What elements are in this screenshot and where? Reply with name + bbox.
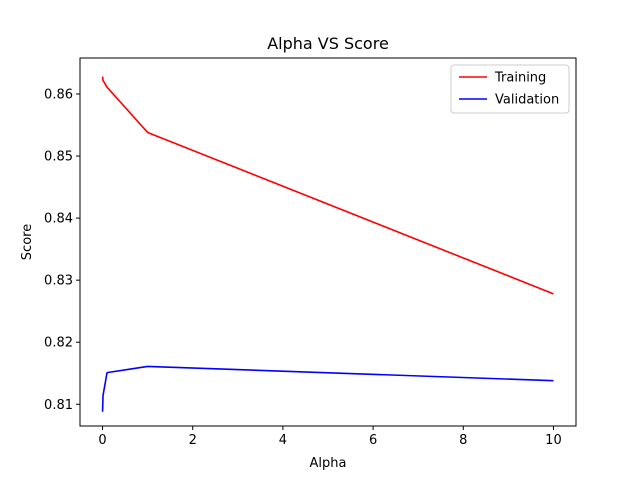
y-tick-label: 0.85 (44, 150, 73, 165)
plot-frame (79, 57, 577, 427)
y-axis: 0.81 0.82 0.83 0.84 0.85 0.86 (44, 87, 80, 413)
x-tick-label: 2 (189, 433, 197, 448)
y-tick-label: 0.83 (44, 274, 73, 289)
legend: Training Validation (450, 64, 570, 114)
y-tick-label: 0.81 (44, 398, 73, 413)
legend-label-training: Training (494, 71, 546, 86)
legend-label-validation: Validation (495, 93, 559, 108)
x-tick-label: 6 (369, 433, 377, 448)
chart-title: Alpha VS Score (267, 34, 389, 53)
x-tick-label: 8 (459, 433, 467, 448)
series-line-training (101, 76, 554, 295)
x-axis: 0 2 4 6 8 10 (98, 426, 562, 448)
x-tick-label: 10 (545, 433, 562, 448)
x-tick-label: 4 (279, 433, 287, 448)
y-tick-label: 0.86 (44, 87, 73, 102)
plot-area (79, 57, 577, 427)
x-axis-label: Alpha (310, 456, 347, 471)
y-tick-label: 0.84 (44, 212, 73, 227)
y-tick-label: 0.82 (44, 336, 73, 351)
x-tick-label: 0 (98, 433, 106, 448)
series-line-validation (101, 365, 554, 412)
y-axis-label: Score (20, 224, 35, 260)
